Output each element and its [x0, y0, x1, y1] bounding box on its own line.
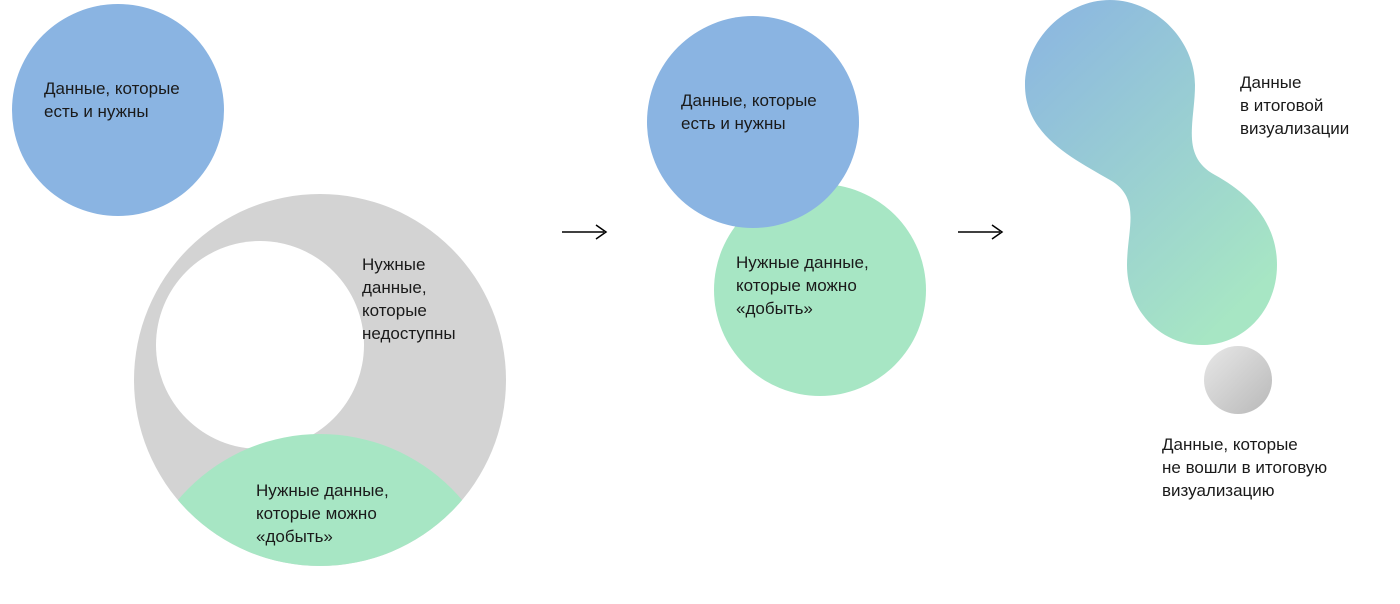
stage3-small-grey-circle	[1204, 346, 1272, 414]
diagram-canvas: Данные, которыеесть и нужны Нужныеданные…	[0, 0, 1400, 604]
stage1-green-label: Нужные данные,которые можно«добыть»	[256, 480, 389, 549]
stage1-blue-label: Данные, которыеесть и нужны	[44, 78, 180, 124]
stage1-grey-label: Нужныеданные,которыенедоступны	[362, 254, 456, 346]
arrow-1-icon	[560, 222, 614, 242]
stage2-green-label: Нужные данные,которые можно«добыть»	[736, 252, 869, 321]
arrow-2-icon	[956, 222, 1010, 242]
stage2-blue-label: Данные, которыеесть и нужны	[681, 90, 817, 136]
stage3-blob-label: Данныев итоговойвизуализации	[1240, 72, 1349, 141]
stage3-blob	[1020, 0, 1280, 370]
stage3-small-label: Данные, которыене вошли в итоговуювизуал…	[1162, 434, 1327, 503]
